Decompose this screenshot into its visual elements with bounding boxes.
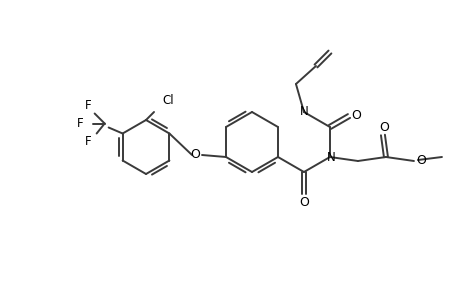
Text: O: O [298,196,308,208]
Text: O: O [415,154,425,166]
Text: N: N [299,104,308,118]
Text: F: F [85,99,92,112]
Text: N: N [326,151,335,164]
Text: O: O [350,109,360,122]
Text: O: O [378,121,388,134]
Text: Cl: Cl [162,94,174,106]
Text: F: F [85,135,92,148]
Text: F: F [77,117,84,130]
Text: O: O [190,148,200,160]
